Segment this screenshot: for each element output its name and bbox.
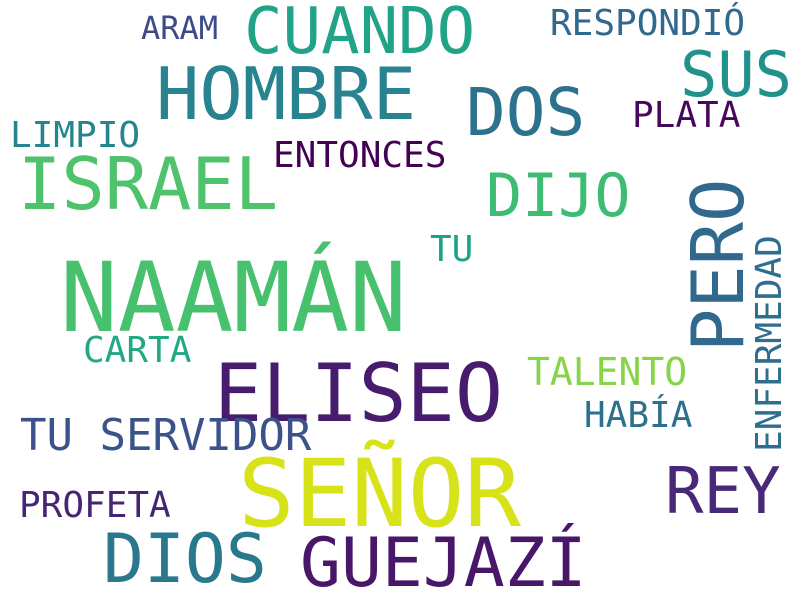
word-naaman: NAAMÁN <box>60 242 407 354</box>
word-guejazi: GUEJAZÍ <box>300 524 587 600</box>
word-israel: ISRAEL <box>18 142 279 226</box>
word-senor: SEÑOR <box>238 440 521 549</box>
word-plata: PLATA <box>632 95 741 136</box>
word-talento: TALENTO <box>527 350 688 394</box>
word-dios: DIOS <box>103 520 267 599</box>
word-entonces: ENTONCES <box>273 135 447 176</box>
word-profeta: PROFETA <box>19 485 171 526</box>
word-enfermedad: ENFERMEDAD <box>749 235 790 452</box>
word-limpio: LIMPIO <box>10 115 141 156</box>
word-sus: SUS <box>680 38 792 111</box>
word-dos: DOS <box>466 74 586 151</box>
word-tu-servidor: TU SERVIDOR <box>20 410 312 461</box>
word-hombre: HOMBRE <box>156 52 417 136</box>
word-carta: CARTA <box>83 330 192 371</box>
word-tu: TU <box>430 229 474 270</box>
word-cuando: CUANDO <box>244 0 476 69</box>
word-eliseo: ELISEO <box>214 347 503 440</box>
word-rey: REY <box>665 455 781 529</box>
word-habia: HABÍA <box>584 395 693 436</box>
word-pero: PERO <box>676 178 760 352</box>
word-dijo: DIJO <box>486 161 631 231</box>
word-aram: ARAM <box>141 9 219 47</box>
word-respondio: RESPONDIÓ <box>550 3 746 44</box>
